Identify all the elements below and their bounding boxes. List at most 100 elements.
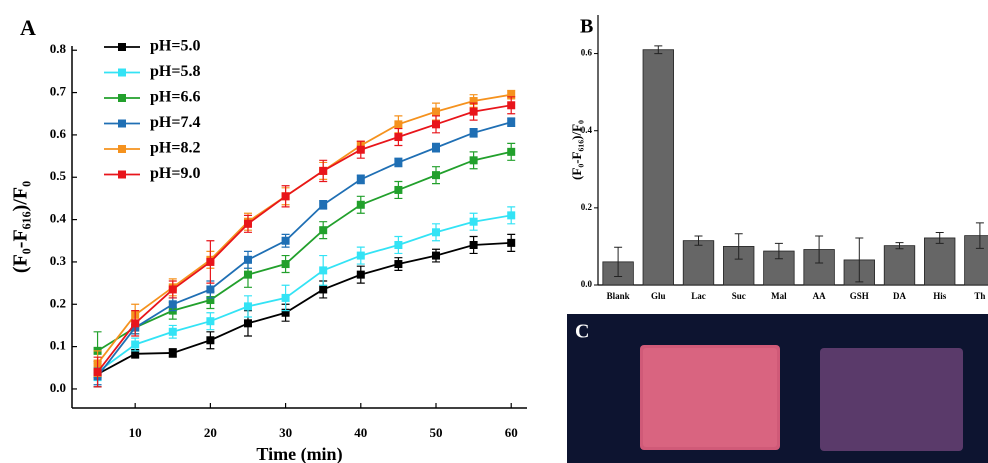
marker xyxy=(507,118,516,127)
marker xyxy=(432,120,440,129)
y-tick-label: 0.2 xyxy=(50,295,66,310)
marker xyxy=(131,349,140,358)
x-tick-label: DA xyxy=(893,291,906,301)
series-line xyxy=(97,150,512,352)
panel-label: B xyxy=(580,16,593,38)
x-tick-label: Blank xyxy=(607,291,630,301)
marker xyxy=(206,285,215,294)
marker xyxy=(432,228,440,237)
marker xyxy=(469,240,478,249)
x-axis-label: Time (min) xyxy=(256,444,342,463)
legend-label: pH=5.0 xyxy=(150,38,200,55)
error-bar xyxy=(855,237,864,283)
x-tick-label: 10 xyxy=(129,425,142,440)
marker xyxy=(319,266,328,275)
marker xyxy=(394,260,403,269)
marker xyxy=(469,97,478,106)
marker xyxy=(319,200,328,209)
marker xyxy=(243,319,252,328)
marker xyxy=(319,166,328,175)
x-tick-label: GSH xyxy=(850,291,869,301)
series-line xyxy=(96,121,512,377)
marker xyxy=(243,255,252,264)
marker xyxy=(507,211,516,220)
series-line xyxy=(97,241,512,375)
y-tick-label: 0.0 xyxy=(581,279,593,289)
marker xyxy=(243,302,252,311)
marker xyxy=(319,226,328,235)
marker xyxy=(507,101,516,110)
marker xyxy=(469,107,478,116)
y-tick-label: 0.8 xyxy=(50,41,67,56)
error-bar xyxy=(694,235,703,246)
marker xyxy=(243,270,252,279)
y-tick-label: 0.2 xyxy=(581,202,593,212)
marker xyxy=(168,285,177,294)
hydrogel-purple xyxy=(820,348,963,451)
y-tick-label: 0.5 xyxy=(50,168,67,183)
marker xyxy=(131,319,140,328)
panel-label: C xyxy=(575,321,589,343)
marker xyxy=(356,251,365,260)
marker xyxy=(432,107,440,116)
marker xyxy=(281,236,290,245)
error-bar xyxy=(975,222,984,249)
series-line xyxy=(96,104,512,373)
x-tick-label: Suc xyxy=(732,291,746,301)
marker xyxy=(93,368,102,377)
legend-label: pH=7.4 xyxy=(150,114,200,131)
error-bar xyxy=(815,235,824,264)
bar xyxy=(924,237,956,286)
marker xyxy=(394,240,403,249)
marker xyxy=(131,340,140,349)
error-bar xyxy=(774,242,783,260)
marker xyxy=(206,317,215,326)
marker xyxy=(168,327,177,336)
marker xyxy=(469,128,478,137)
legend-marker xyxy=(118,68,126,77)
marker xyxy=(394,120,403,129)
legend-label: pH=8.2 xyxy=(150,140,200,157)
legend-marker xyxy=(118,170,126,179)
marker xyxy=(507,238,516,247)
marker xyxy=(281,260,290,269)
marker xyxy=(469,156,478,165)
marker xyxy=(507,90,516,99)
bar xyxy=(883,245,916,286)
marker xyxy=(319,285,328,294)
marker xyxy=(394,185,403,194)
marker xyxy=(281,192,290,201)
bar xyxy=(682,240,715,286)
x-tick-label: 40 xyxy=(354,425,367,440)
legend-marker xyxy=(118,94,126,102)
y-tick-label: 0.4 xyxy=(581,125,593,135)
marker xyxy=(206,336,215,345)
y-tick-label: 0.1 xyxy=(50,338,66,353)
marker xyxy=(206,296,215,305)
y-tick-label: 0.7 xyxy=(50,84,67,99)
y-axis-label: (F₀-F₆₁₆)/F₀ xyxy=(10,181,32,273)
y-tick-label: 0.6 xyxy=(50,126,67,141)
marker xyxy=(394,133,403,142)
x-tick-label: Mal xyxy=(771,291,787,301)
legend-label: pH=5.8 xyxy=(150,63,200,80)
y-tick-label: 0.6 xyxy=(581,48,593,58)
panel-label: A xyxy=(20,15,36,40)
legend-marker xyxy=(118,145,126,153)
marker xyxy=(168,300,177,309)
marker xyxy=(206,257,215,266)
marker xyxy=(432,251,440,260)
bar xyxy=(964,235,988,286)
legend-label: pH=6.6 xyxy=(150,89,200,106)
error-bar xyxy=(895,242,904,250)
marker xyxy=(168,348,177,357)
x-tick-label: 50 xyxy=(430,425,443,440)
marker xyxy=(356,175,365,184)
y-tick-label: 0.0 xyxy=(50,380,66,395)
y-tick-label: 0.3 xyxy=(50,253,67,268)
x-tick-label: His xyxy=(933,291,947,301)
error-bar xyxy=(935,232,944,244)
x-tick-label: Lac xyxy=(691,291,706,301)
marker xyxy=(394,158,403,167)
